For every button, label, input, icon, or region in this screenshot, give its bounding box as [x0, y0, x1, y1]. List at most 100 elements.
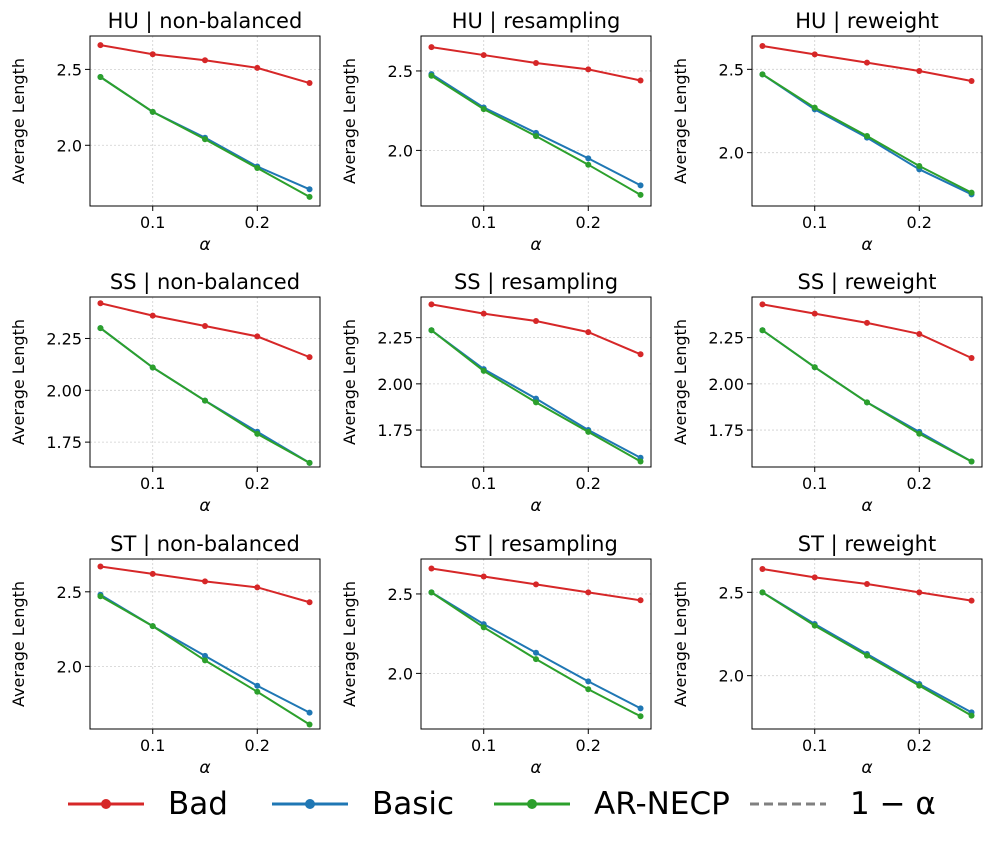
y-tick-label: 2.5 [719, 60, 744, 79]
legend: Bad Basic AR-NECP 1 − α [0, 770, 997, 840]
subplot-st-non-balanced: 0.1 0.2 2.0 2.5 ST | non-balanced α Average Le… [9, 532, 321, 778]
legend-swatch-one-minus-alpha [750, 802, 826, 806]
data-point-ar-necp [916, 163, 923, 169]
x-tick-label: 0.2 [907, 213, 932, 232]
data-point-basic [585, 678, 592, 685]
x-tick-label: 0.1 [140, 736, 165, 755]
x-tick-label: 0.2 [907, 736, 932, 755]
data-point-ar-necp [759, 327, 766, 334]
plot-frame [420, 296, 652, 468]
data-point-ar-necp [533, 656, 539, 663]
y-tick-label: 1.75 [377, 421, 413, 440]
data-point-ar-necp [254, 165, 261, 172]
y-tick-label: 2.00 [708, 375, 744, 394]
data-point-ar-necp [968, 712, 975, 719]
series-line-ar-necp [761, 329, 973, 463]
y-tick-label: 2.00 [377, 375, 413, 394]
y-tick-label: 2.0 [719, 667, 744, 686]
data-point-bad [968, 78, 975, 84]
data-point-bad [585, 589, 592, 596]
subplot-hu-non-balanced: 0.1 0.2 2.0 2.5 HU | non-balanced α Average Le… [9, 9, 321, 255]
x-axis-label: α [861, 235, 872, 255]
data-point-ar-necp [480, 367, 487, 374]
data-point-bad [254, 333, 261, 340]
data-point-bad [254, 584, 261, 591]
data-point-ar-necp [97, 593, 104, 600]
data-point-bad [759, 301, 766, 308]
data-point-ar-necp [202, 136, 208, 143]
data-point-ar-necp [637, 191, 644, 198]
data-point-ar-necp [149, 108, 156, 115]
y-tick-label: 1.75 [708, 421, 744, 440]
data-point-bad [637, 351, 644, 358]
data-point-bad [428, 44, 435, 51]
subplot-title: HU | non-balanced [108, 9, 303, 34]
subplot-st-reweight: 0.1 0.2 2.0 2.5 ST | reweight α Average Length [671, 532, 983, 778]
plot-frame [751, 296, 983, 468]
data-point-bad [202, 323, 208, 330]
y-tick-label: 2.00 [46, 381, 82, 400]
data-point-ar-necp [306, 193, 313, 200]
x-axis-label: α [199, 496, 210, 516]
data-point-ar-necp [916, 682, 923, 689]
subplot-title: SS | non-balanced [110, 270, 300, 295]
data-point-bad [480, 52, 487, 59]
x-tick-label: 0.2 [245, 213, 270, 232]
legend-swatch-bad [68, 799, 144, 809]
data-point-ar-necp [254, 688, 261, 695]
data-point-bad [306, 599, 313, 606]
plot-frame [420, 558, 652, 730]
legend-label-ar-necp: AR-NECP [594, 786, 730, 822]
plot-frame [751, 558, 983, 730]
x-axis-label: α [530, 235, 541, 255]
x-tick-label: 0.1 [140, 213, 165, 232]
data-point-ar-necp [585, 428, 592, 435]
y-axis-label: Average Length [671, 58, 690, 184]
data-point-ar-necp [533, 133, 539, 140]
x-axis-label: α [530, 758, 541, 778]
data-point-bad [533, 318, 539, 325]
y-tick-label: 2.5 [57, 60, 82, 79]
data-point-bad [428, 301, 435, 308]
x-tick-label: 0.2 [576, 736, 601, 755]
data-point-ar-necp [306, 721, 313, 728]
data-point-bad [480, 310, 487, 317]
subplot-st-resampling: 0.1 0.2 2.0 2.5 ST | resampling α Average Leng… [340, 532, 652, 778]
data-point-ar-necp [811, 104, 818, 111]
x-tick-label: 0.2 [245, 474, 270, 493]
x-axis-label: α [861, 496, 872, 516]
x-tick-label: 0.2 [245, 736, 270, 755]
data-point-bad [306, 80, 313, 87]
y-axis-label: Average Length [9, 581, 28, 707]
y-tick-label: 2.25 [377, 329, 413, 348]
x-axis-label: α [530, 496, 541, 516]
data-point-ar-necp [149, 364, 156, 371]
data-point-bad [637, 597, 644, 604]
y-axis-label: Average Length [9, 319, 28, 445]
data-point-bad [533, 60, 539, 67]
x-tick-label: 0.1 [140, 474, 165, 493]
x-tick-label: 0.1 [471, 474, 496, 493]
data-point-bad [811, 574, 818, 581]
x-tick-label: 0.2 [576, 474, 601, 493]
data-point-bad [759, 566, 766, 572]
series-line-basic [430, 329, 642, 459]
data-point-basic [306, 709, 313, 716]
data-point-basic [533, 649, 539, 656]
y-tick-label: 2.0 [388, 141, 413, 160]
data-point-ar-necp [864, 133, 870, 139]
y-tick-label: 2.0 [388, 664, 413, 683]
data-point-basic [585, 155, 592, 162]
subplot-title: ST | resampling [454, 532, 618, 557]
data-point-ar-necp [202, 657, 208, 664]
subplot-title: ST | non-balanced [110, 532, 300, 557]
data-point-ar-necp [585, 161, 592, 168]
data-point-bad [811, 51, 818, 58]
subplot-hu-reweight: 0.1 0.2 2.0 2.5 HU | reweight α Average Length [671, 9, 983, 255]
data-point-ar-necp [480, 624, 487, 631]
series-line-bad [100, 44, 310, 85]
data-point-ar-necp [149, 623, 156, 630]
data-point-bad [585, 66, 592, 73]
y-axis-label: Average Length [340, 581, 359, 707]
data-point-bad [864, 581, 870, 587]
